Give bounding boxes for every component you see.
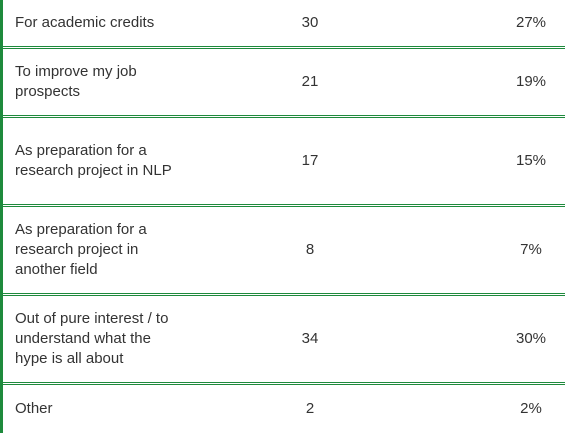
option-cell: As preparation for a research project in… (15, 118, 180, 204)
response-percent: 19% (515, 73, 547, 90)
response-percent: 2% (520, 400, 542, 417)
option-cell: To improve my job prospects (15, 49, 180, 115)
count-cell: 8 (260, 207, 360, 293)
percent-cell: 15% (473, 118, 565, 204)
response-count: 8 (305, 241, 315, 258)
option-cell: Out of pure interest / to understand wha… (15, 296, 180, 382)
percent-cell: 7% (473, 207, 565, 293)
option-label: As preparation for a research project in… (15, 142, 172, 179)
percent-cell: 19% (473, 49, 565, 115)
option-cell: As preparation for a research project in… (15, 207, 180, 293)
count-cell: 2 (260, 385, 360, 433)
table-row: Other 2 2% (0, 385, 565, 433)
table-row: Out of pure interest / to understand wha… (0, 296, 565, 385)
count-cell: 21 (260, 49, 360, 115)
table-row: For academic credits 30 27% (0, 0, 565, 49)
row-divider (0, 46, 565, 49)
table-row: As preparation for a research project in… (0, 207, 565, 296)
option-label: Out of pure interest / to understand wha… (15, 310, 169, 367)
percent-cell: 2% (473, 385, 565, 433)
option-label: For academic credits (15, 14, 155, 31)
response-percent: 7% (520, 241, 542, 258)
count-cell: 17 (260, 118, 360, 204)
percent-cell: 27% (473, 0, 565, 46)
option-cell: For academic credits (15, 0, 180, 46)
response-percent: 15% (515, 152, 547, 169)
option-cell: Other (15, 385, 180, 433)
row-divider (0, 293, 565, 296)
option-label: To improve my job prospects (15, 63, 137, 100)
option-label: Other (15, 400, 53, 417)
response-count: 2 (305, 400, 315, 417)
table-row: To improve my job prospects 21 19% (0, 49, 565, 118)
response-percent: 30% (515, 330, 547, 347)
percent-cell: 30% (473, 296, 565, 382)
count-cell: 30 (260, 0, 360, 46)
table-row: As preparation for a research project in… (0, 118, 565, 207)
row-divider (0, 115, 565, 118)
response-count: 21 (301, 73, 319, 90)
row-divider (0, 204, 565, 207)
response-count: 34 (301, 330, 319, 347)
row-divider (0, 382, 565, 385)
response-count: 30 (301, 14, 319, 31)
response-percent: 27% (515, 14, 547, 31)
count-cell: 34 (260, 296, 360, 382)
response-count: 17 (301, 152, 319, 169)
option-label: As preparation for a research project in… (15, 221, 147, 278)
